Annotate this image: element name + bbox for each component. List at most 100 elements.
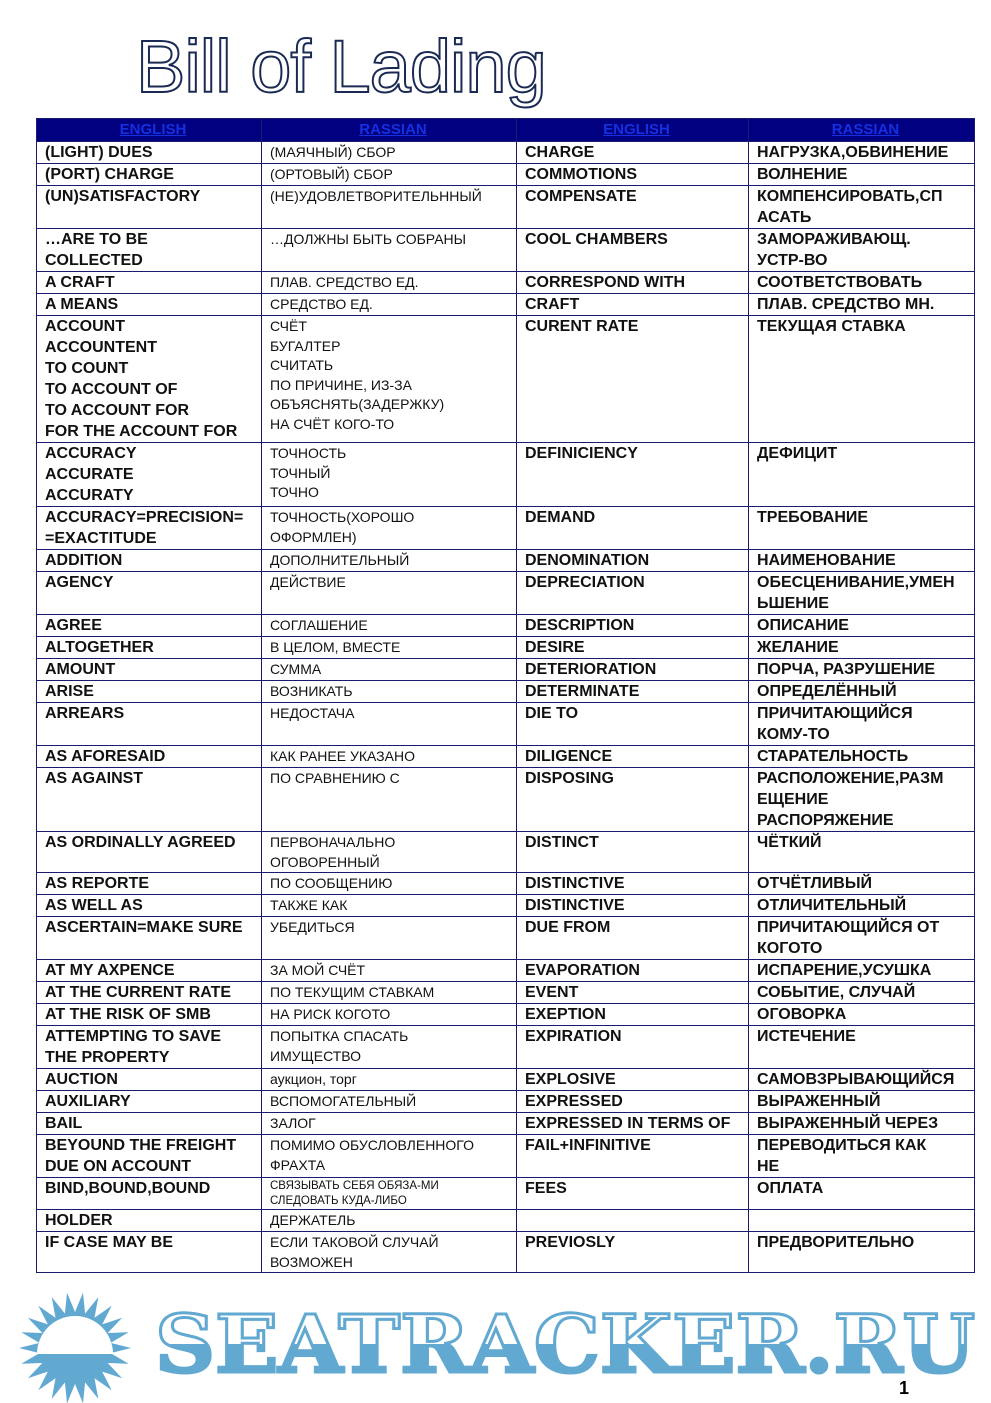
russian-translation: ПОМИМО ОБУСЛОВЛЕННОГО ФРАХТА <box>261 1134 517 1178</box>
header-english-1: ENGLISH <box>36 118 262 142</box>
english-term: DEPRECIATION <box>516 571 749 615</box>
table-row: AS REPORTE ПО СООБЩЕНИЮ DISTINCTIVE ОТЧЁТЛИ… <box>36 872 975 895</box>
english-term: AS WELL AS <box>36 894 262 917</box>
english-term: AS REPORTE <box>36 872 262 895</box>
table-row: ACCURACY=PRECISION= =EXACTITUDE ТОЧНОСТЬ(… <box>36 506 975 550</box>
russian-translation: ОГОВОРКА <box>748 1003 975 1026</box>
russian-translation: ОПЛАТА <box>748 1177 975 1210</box>
english-term: DEFINICIENCY <box>516 442 749 507</box>
table-row: AS ORDINALLY AGREED ПЕРВОНАЧАЛЬНО ОГОВОРЕ… <box>36 831 975 873</box>
table-row: ASCERTAIN=MAKE SURE УБЕДИТЬСЯ DUE FROM ПРИЧ… <box>36 916 975 960</box>
russian-translation: КОМПЕНСИРОВАТЬ,СП АСАТЬ <box>748 185 975 229</box>
english-term: AS AFORESAID <box>36 745 262 768</box>
english-term: AT THE RISK OF SMB <box>36 1003 262 1026</box>
english-term: AUCTION <box>36 1068 262 1091</box>
russian-translation: ТАКЖЕ КАК <box>261 894 517 917</box>
russian-translation: ЗАМОРАЖИВАЮЩ. УСТР-ВО <box>748 228 975 272</box>
russian-translation: ЧЁТКИЙ <box>748 831 975 873</box>
table-row: AMOUNT СУММА DETERIORATION ПОРЧА, РАЗРУШЕНИ… <box>36 658 975 681</box>
russian-translation: ЗА МОЙ СЧЁТ <box>261 959 517 982</box>
table-row: AUCTION аукцион, торг EXPLOSIVE САМОВЗРЫВАЮ… <box>36 1068 975 1091</box>
english-term: DIE TO <box>516 702 749 746</box>
russian-translation: СВЯЗЫВАТЬ СЕБЯ ОБЯЗА-МИ СЛЕДОВАТЬ КУДА-Л… <box>261 1177 517 1210</box>
russian-translation: СУММА <box>261 658 517 681</box>
english-term: ATTEMPTING TO SAVE THE PROPERTY <box>36 1025 262 1069</box>
table-row: ARISE ВОЗНИКАТЬ DETERMINATE ОПРЕДЕЛЁННЫЙ <box>36 680 975 703</box>
english-term: AT MY AXPENCE <box>36 959 262 982</box>
table-row: ARREARS НЕДОСТАЧА DIE TO ПРИЧИТАЮЩИЙСЯ КОМУ… <box>36 702 975 746</box>
russian-translation: НЕДОСТАЧА <box>261 702 517 746</box>
table-row: BAIL ЗАЛОГ EXPRESSED IN TERMS OF ВЫРАЖЕННЫЙ… <box>36 1112 975 1135</box>
english-term: EXPLOSIVE <box>516 1068 749 1091</box>
russian-translation: ПОРЧА, РАЗРУШЕНИЕ <box>748 658 975 681</box>
english-term: EXPRESSED IN TERMS OF <box>516 1112 749 1135</box>
russian-translation: ЕСЛИ ТАКОВОЙ СЛУЧАЙ ВОЗМОЖЕН <box>261 1231 517 1273</box>
english-term: COMMOTIONS <box>516 163 749 186</box>
russian-translation: САМОВЗРЫВАЮЩИЙСЯ <box>748 1068 975 1091</box>
table-row: ATTEMPTING TO SAVE THE PROPERTY ПОПЫТКА С… <box>36 1025 975 1069</box>
table-row: (LIGHT) DUES (МАЯЧНЫЙ) СБОР CHARGE НАГРУЗКА… <box>36 141 975 164</box>
watermark-text: SEATRACKER.RU <box>155 1297 975 1391</box>
russian-translation: ВЫРАЖЕННЫЙ ЧЕРЕЗ <box>748 1112 975 1135</box>
english-term: CORRESPOND WITH <box>516 271 749 294</box>
table-row: ALTOGETHER В ЦЕЛОМ, ВМЕСТЕ DESIRE ЖЕЛАНИЕ <box>36 636 975 659</box>
russian-translation: ВЫРАЖЕННЫЙ <box>748 1090 975 1113</box>
table-row: …ARE TO BE COLLECTED …ДОЛЖНЫ БЫТЬ СОБРАНЫ… <box>36 228 975 272</box>
english-term: A MEANS <box>36 293 262 316</box>
english-term: DETERMINATE <box>516 680 749 703</box>
sun-icon <box>19 1292 131 1403</box>
russian-translation: ЖЕЛАНИЕ <box>748 636 975 659</box>
english-term: DETERIORATION <box>516 658 749 681</box>
table-row: AUXILIARY ВСПОМОГАТЕЛЬНЫЙ EXPRESSED ВЫРАЖЕН… <box>36 1090 975 1113</box>
russian-translation: ПЛАВ. СРЕДСТВО МН. <box>748 293 975 316</box>
russian-translation: КАК РАНЕЕ УКАЗАНО <box>261 745 517 768</box>
english-term: EXPIRATION <box>516 1025 749 1069</box>
english-term: ADDITION <box>36 549 262 572</box>
english-term: FAIL+INFINITIVE <box>516 1134 749 1178</box>
russian-translation: ПРИЧИТАЮЩИЙСЯ КОМУ-ТО <box>748 702 975 746</box>
russian-translation: ОТЧЁТЛИВЫЙ <box>748 872 975 895</box>
table-row: BEYOUND THE FREIGHT DUE ON ACCOUNT ПОМИМО… <box>36 1134 975 1178</box>
table-row: AS AGAINST ПО СРАВНЕНИЮ С DISPOSING РАСПОЛО… <box>36 767 975 832</box>
english-term: DUE FROM <box>516 916 749 960</box>
table-row: A CRAFT ПЛАВ. СРЕДСТВО ЕД. CORRESPOND WITH… <box>36 271 975 294</box>
russian-translation: аукцион, торг <box>261 1068 517 1091</box>
english-term: DISTINCTIVE <box>516 894 749 917</box>
russian-translation: ДЕФИЦИТ <box>748 442 975 507</box>
russian-translation: ПО СРАВНЕНИЮ С <box>261 767 517 832</box>
english-term: ARREARS <box>36 702 262 746</box>
sun-disc <box>37 1316 113 1354</box>
russian-translation: РАСПОЛОЖЕНИЕ,РАЗМ ЕЩЕНИЕ РАСПОРЯЖЕНИЕ <box>748 767 975 832</box>
russian-translation: ОБЕСЦЕНИВАНИЕ,УМЕН ЬШЕНИЕ <box>748 571 975 615</box>
russian-translation: ТЕКУЩАЯ СТАВКА <box>748 315 975 443</box>
english-term: BEYOUND THE FREIGHT DUE ON ACCOUNT <box>36 1134 262 1178</box>
russian-translation: СТАРАТЕЛЬНОСТЬ <box>748 745 975 768</box>
russian-translation: НАГРУЗКА,ОБВИНЕНИЕ <box>748 141 975 164</box>
russian-translation: СОГЛАШЕНИЕ <box>261 614 517 637</box>
english-term: (UN)SATISFACTORY <box>36 185 262 229</box>
page-number: 1 <box>899 1378 910 1398</box>
russian-translation: НАИМЕНОВАНИЕ <box>748 549 975 572</box>
english-term: ASCERTAIN=MAKE SURE <box>36 916 262 960</box>
russian-translation: ПЛАВ. СРЕДСТВО ЕД. <box>261 271 517 294</box>
english-term: AUXILIARY <box>36 1090 262 1113</box>
english-term: FEES <box>516 1177 749 1210</box>
russian-translation: ПО СООБЩЕНИЮ <box>261 872 517 895</box>
table-row: (PORT) CHARGE (ОРТОВЫЙ) СБОР COMMOTIONS ВОЛ… <box>36 163 975 186</box>
english-term: PREVIOSLY <box>516 1231 749 1273</box>
russian-translation: ИСТЕЧЕНИЕ <box>748 1025 975 1069</box>
english-term: ACCOUNT ACCOUNTENT TO COUNT TO ACCOUNT O… <box>36 315 262 443</box>
english-term: AS AGAINST <box>36 767 262 832</box>
russian-translation: ПОПЫТКА СПАСАТЬ ИМУЩЕСТВО <box>261 1025 517 1069</box>
table-row: ACCOUNT ACCOUNTENT TO COUNT TO ACCOUNT O… <box>36 315 975 443</box>
english-term: DEMAND <box>516 506 749 550</box>
english-term: BIND,BOUND,BOUND <box>36 1177 262 1210</box>
english-term: DILIGENCE <box>516 745 749 768</box>
russian-translation: ОПИСАНИЕ <box>748 614 975 637</box>
russian-translation: ВОЛНЕНИЕ <box>748 163 975 186</box>
english-term: EVAPORATION <box>516 959 749 982</box>
russian-translation <box>748 1209 975 1232</box>
russian-translation: СЧЁТ БУГАЛТЕР СЧИТАТЬ ПО ПРИЧИНЕ, ИЗ-ЗА … <box>261 315 517 443</box>
vocabulary-table: ENGLISH RASSIAN ENGLISH RASSIAN (LIGHT) … <box>36 118 975 1273</box>
english-term: EXPRESSED <box>516 1090 749 1113</box>
